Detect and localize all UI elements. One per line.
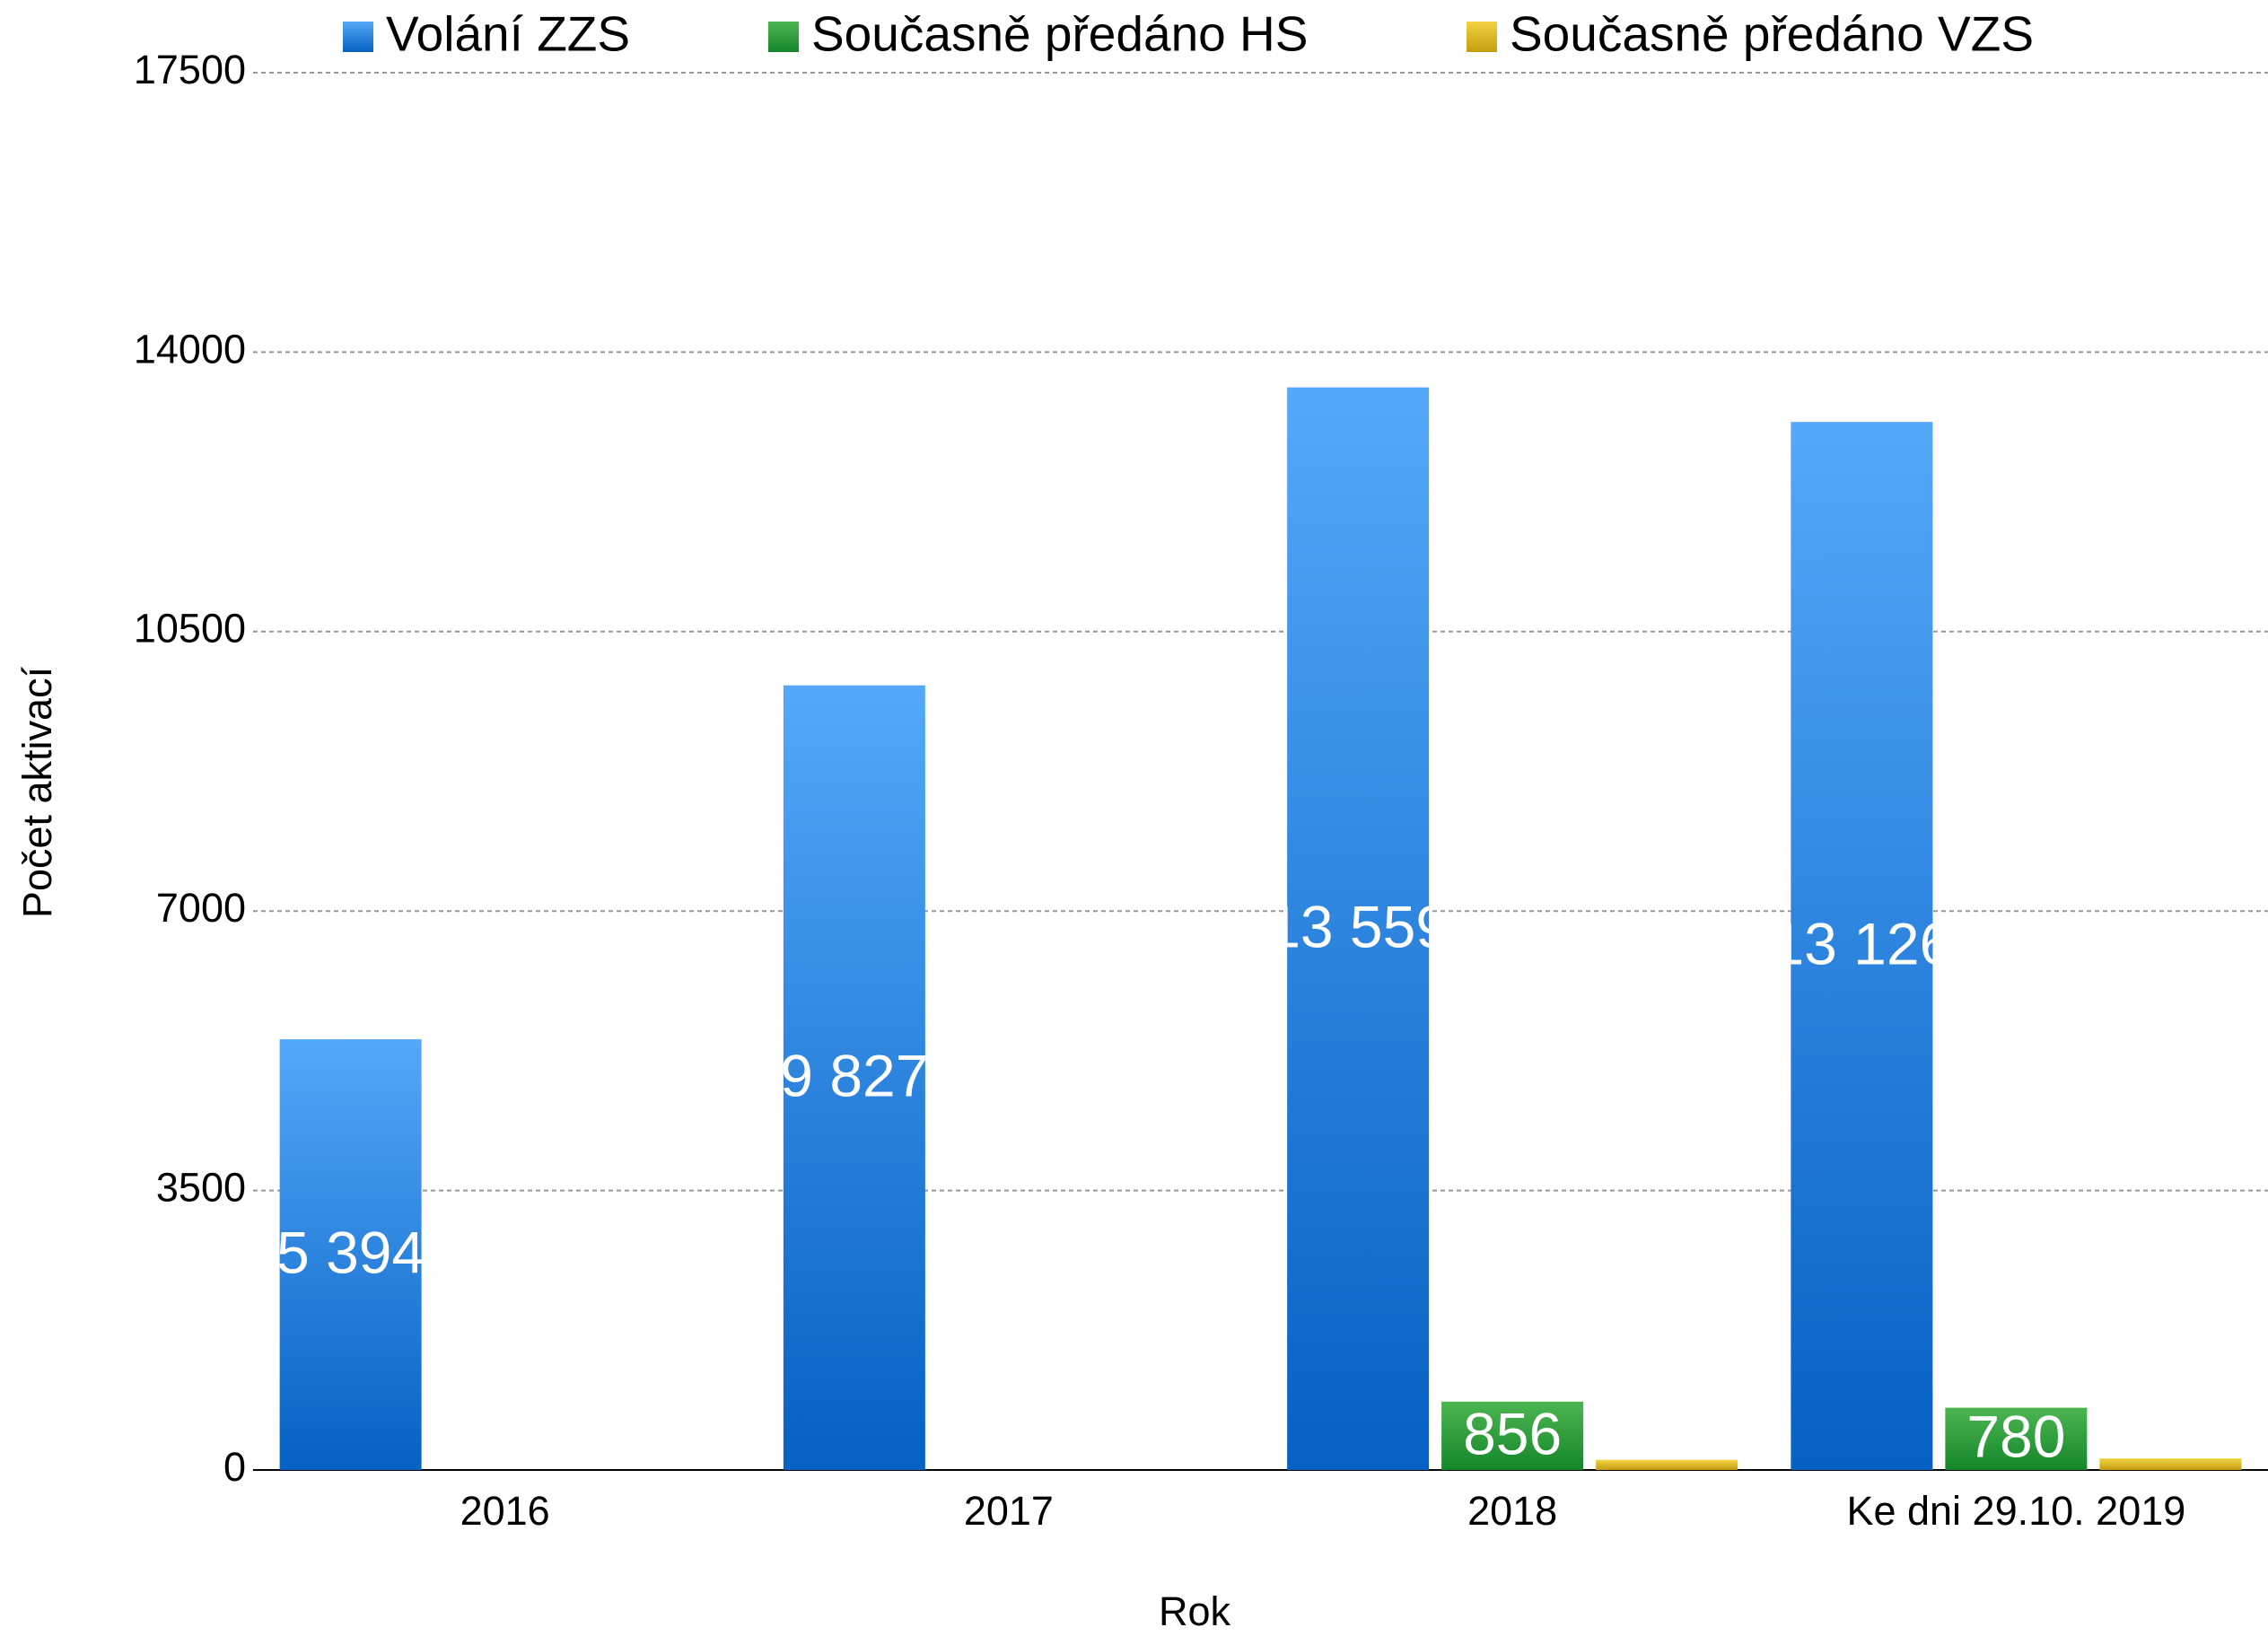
bar	[279, 1039, 422, 1470]
legend-label: Současně předáno HS	[811, 6, 1308, 62]
data-label: 13 126	[1771, 911, 1952, 977]
data-label: 780	[1966, 1404, 2065, 1470]
bar	[1596, 1459, 1738, 1470]
legend-swatch	[343, 22, 373, 52]
legend-label: Současně předáno VZS	[1510, 6, 2034, 62]
data-label: 856	[1463, 1400, 1562, 1466]
y-tick-label: 3500	[156, 1164, 246, 1210]
y-tick-label: 0	[223, 1444, 246, 1490]
legend-swatch	[1467, 22, 1497, 52]
bar	[1945, 1407, 2088, 1470]
x-tick-label: 2016	[460, 1488, 550, 1534]
x-tick-label: Ke dni 29.10. 2019	[1846, 1488, 2185, 1534]
bar	[1441, 1401, 1584, 1470]
y-tick-label: 17500	[134, 47, 246, 92]
data-label: 9 827	[780, 1042, 928, 1108]
y-axis-title: Počet aktivací	[14, 666, 60, 918]
y-tick-label: 10500	[134, 606, 246, 652]
bar	[783, 685, 925, 1470]
x-tick-label: 2017	[964, 1488, 1054, 1534]
y-tick-label: 7000	[156, 885, 246, 931]
x-axis-title: Rok	[1159, 1588, 1231, 1634]
legend-swatch	[768, 22, 799, 52]
legend-label: Volání ZZS	[386, 6, 630, 62]
data-label: 13 559	[1267, 893, 1449, 959]
bar	[1287, 387, 1430, 1470]
bar	[1791, 422, 1933, 1471]
bar	[2099, 1458, 2242, 1470]
y-tick-label: 14000	[134, 326, 246, 372]
x-tick-label: 2018	[1467, 1488, 1557, 1534]
data-label: 5 394	[276, 1219, 425, 1285]
